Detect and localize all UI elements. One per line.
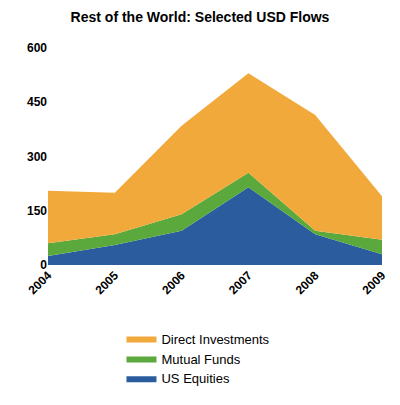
svg-text:150: 150 — [27, 204, 47, 218]
svg-text:US Equities: US Equities — [161, 371, 229, 386]
svg-text:2007: 2007 — [226, 268, 255, 297]
svg-text:300: 300 — [27, 150, 47, 164]
svg-text:Direct Investments: Direct Investments — [161, 332, 269, 347]
svg-text:2005: 2005 — [92, 268, 121, 297]
svg-text:Rest of the World: Selected US: Rest of the World: Selected USD Flows — [71, 9, 330, 25]
svg-text:2008: 2008 — [293, 268, 322, 297]
svg-text:Mutual Funds: Mutual Funds — [161, 352, 240, 367]
svg-text:2006: 2006 — [159, 268, 188, 297]
svg-text:600: 600 — [27, 41, 47, 55]
svg-text:2004: 2004 — [26, 268, 55, 297]
svg-text:2009: 2009 — [360, 268, 389, 297]
svg-text:0: 0 — [40, 258, 47, 272]
svg-text:450: 450 — [27, 95, 47, 109]
